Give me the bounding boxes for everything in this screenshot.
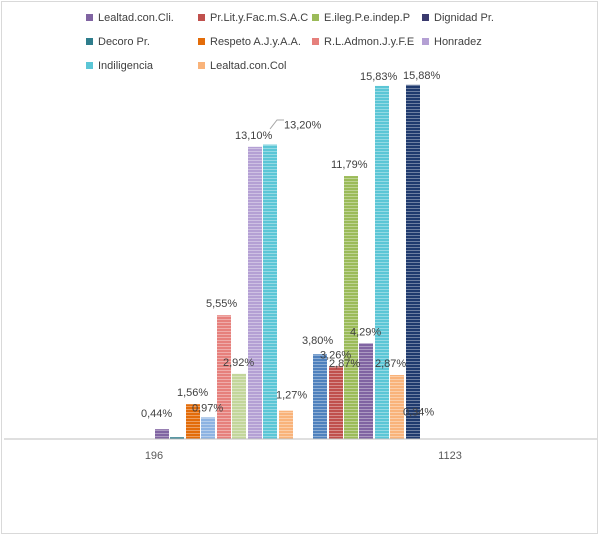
bar-texture <box>201 417 215 439</box>
legend-swatch <box>422 38 429 45</box>
data-label: 0,44% <box>141 408 172 420</box>
legend-swatch <box>86 62 93 69</box>
bar-texture <box>329 366 343 439</box>
label-leader-line <box>269 119 284 130</box>
legend-swatch <box>198 14 205 21</box>
x-tick-label: 196 <box>145 450 163 462</box>
x-tick-label: 1123 <box>438 450 462 462</box>
value-labels: 0,44%4,29%3,26%2,87%0,34%1,56%5,55%13,10… <box>141 70 441 420</box>
legend-entry: Decoro Pr. <box>98 36 150 48</box>
data-label: 0,34% <box>403 406 434 418</box>
bar-texture <box>406 84 420 439</box>
legend-entry: Lealtad.con.Col <box>210 60 286 72</box>
legend-swatch <box>198 38 205 45</box>
legend: Lealtad.con.Cli. Pr.Lit.y.Fac.m.S.A.C E.il… <box>86 12 494 72</box>
legend-entry: E.ileg.P.e.indep.P <box>324 12 410 24</box>
bar-texture <box>217 315 231 439</box>
data-label: 1,27% <box>276 390 307 402</box>
bar-texture <box>263 144 277 439</box>
data-label: 1,56% <box>177 387 208 399</box>
legend-entry: R.L.Admon.J.y.F.E <box>324 36 414 48</box>
bar-texture <box>232 373 246 439</box>
x-tick-labels: 196 1123 <box>145 450 462 462</box>
legend-swatch <box>312 38 319 45</box>
data-label: 2,87% <box>375 358 406 370</box>
bar-texture <box>390 374 404 439</box>
bar-texture <box>279 410 293 439</box>
legend-entry: Pr.Lit.y.Fac.m.S.A.C <box>210 12 308 24</box>
bar-texture <box>313 354 327 439</box>
data-label: 2,92% <box>223 357 254 369</box>
bar-texture <box>186 404 200 439</box>
data-label: 2,87% <box>329 358 360 370</box>
data-label: 13,10% <box>235 130 273 142</box>
bar-texture <box>359 343 373 439</box>
legend-swatch <box>312 14 319 21</box>
data-label: 4,29% <box>350 326 381 338</box>
bar-texture <box>375 85 389 440</box>
bar-texture <box>248 146 262 439</box>
legend-swatch <box>86 14 93 21</box>
data-label: 3,80% <box>302 335 333 347</box>
legend-swatch <box>198 62 205 69</box>
bar-texture <box>170 437 184 439</box>
bar-texture <box>344 176 358 439</box>
bars <box>155 84 420 440</box>
data-label: 15,88% <box>403 70 441 82</box>
legend-swatch <box>86 38 93 45</box>
legend-entry: Dignidad Pr. <box>434 12 494 24</box>
legend-entry: Respeto A.J.y.A.A. <box>210 36 301 48</box>
legend-entry: Lealtad.con.Cli. <box>98 12 174 24</box>
data-label: 13,20% <box>284 120 322 132</box>
legend-entry: Indiligencia <box>98 60 154 72</box>
data-label: 5,55% <box>206 298 237 310</box>
data-label: 15,83% <box>360 71 398 83</box>
data-label: 3,26% <box>320 349 351 361</box>
data-label: 0,97% <box>192 402 223 414</box>
bar-texture <box>155 429 169 439</box>
legend-entry: Honradez <box>434 36 482 48</box>
data-label: 11,79% <box>331 159 368 171</box>
legend-swatch <box>422 14 429 21</box>
